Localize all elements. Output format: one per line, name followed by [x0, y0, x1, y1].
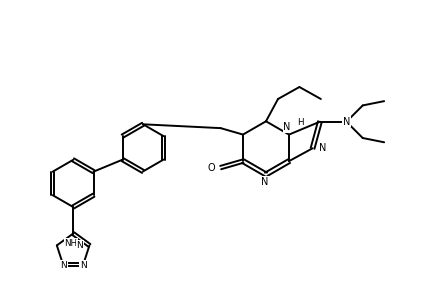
Text: N: N	[343, 117, 350, 127]
Text: N: N	[283, 122, 290, 132]
Text: O: O	[208, 163, 216, 172]
Text: N: N	[262, 177, 269, 187]
Text: N: N	[80, 260, 87, 269]
Text: N: N	[262, 177, 269, 187]
Text: NH: NH	[65, 239, 78, 248]
Text: NH: NH	[65, 239, 78, 248]
Text: O: O	[208, 163, 216, 172]
Text: N: N	[61, 260, 67, 269]
Text: N: N	[61, 260, 67, 269]
Text: N: N	[80, 260, 87, 269]
Text: N: N	[76, 241, 83, 250]
Text: N: N	[319, 143, 326, 153]
Text: N: N	[283, 122, 290, 132]
Text: H: H	[297, 118, 303, 127]
Text: H: H	[297, 118, 303, 127]
Text: N: N	[343, 117, 350, 127]
Text: N: N	[76, 241, 83, 250]
Text: N: N	[319, 143, 326, 153]
